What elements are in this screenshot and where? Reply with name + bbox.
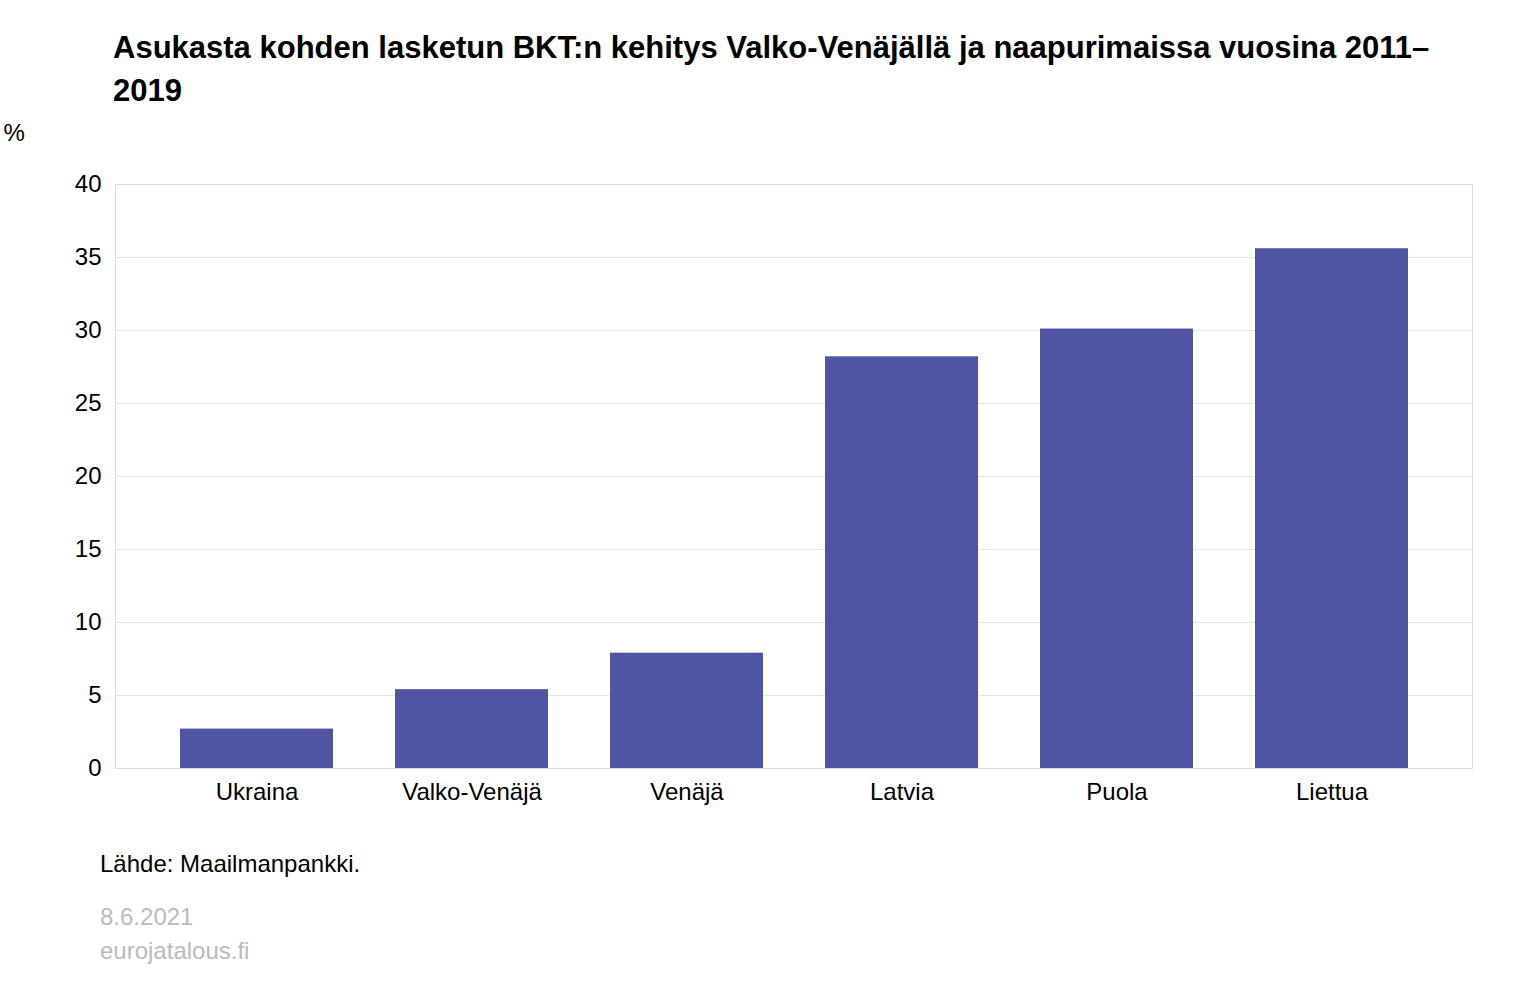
svg-text:%: %: [4, 120, 25, 146]
html-text:eurojatalous.fi: eurojatalous.fi: [100, 937, 250, 964]
svg-text:5: 5: [88, 681, 101, 708]
svg-text:Puola: Puola: [1086, 778, 1148, 805]
html-text:Asukasta kohden lasketun BKT:n: Asukasta kohden lasketun BKT:n kehitys V…: [113, 30, 1430, 108]
html-text:Lähde: Maailmanpankki.: Lähde: Maailmanpankki.: [100, 850, 361, 877]
svg-text:20: 20: [75, 462, 102, 489]
svg-text:25: 25: [75, 389, 102, 416]
svg-text:35: 35: [75, 243, 102, 270]
html-text:8.6.2021: 8.6.2021: [100, 903, 194, 930]
svg-text:Latvia: Latvia: [870, 778, 935, 805]
svg-text:Valko-Venäjä: Valko-Venäjä: [402, 778, 542, 805]
svg-text:0: 0: [88, 754, 101, 781]
svg-text:Ukraina: Ukraina: [216, 778, 299, 805]
svg-text:15: 15: [75, 535, 102, 562]
svg-text:Liettua: Liettua: [1296, 778, 1369, 805]
svg-text:10: 10: [75, 608, 102, 635]
svg-text:30: 30: [75, 316, 102, 343]
svg-text:40: 40: [75, 170, 102, 197]
svg-text:Venäjä: Venäjä: [650, 778, 724, 805]
